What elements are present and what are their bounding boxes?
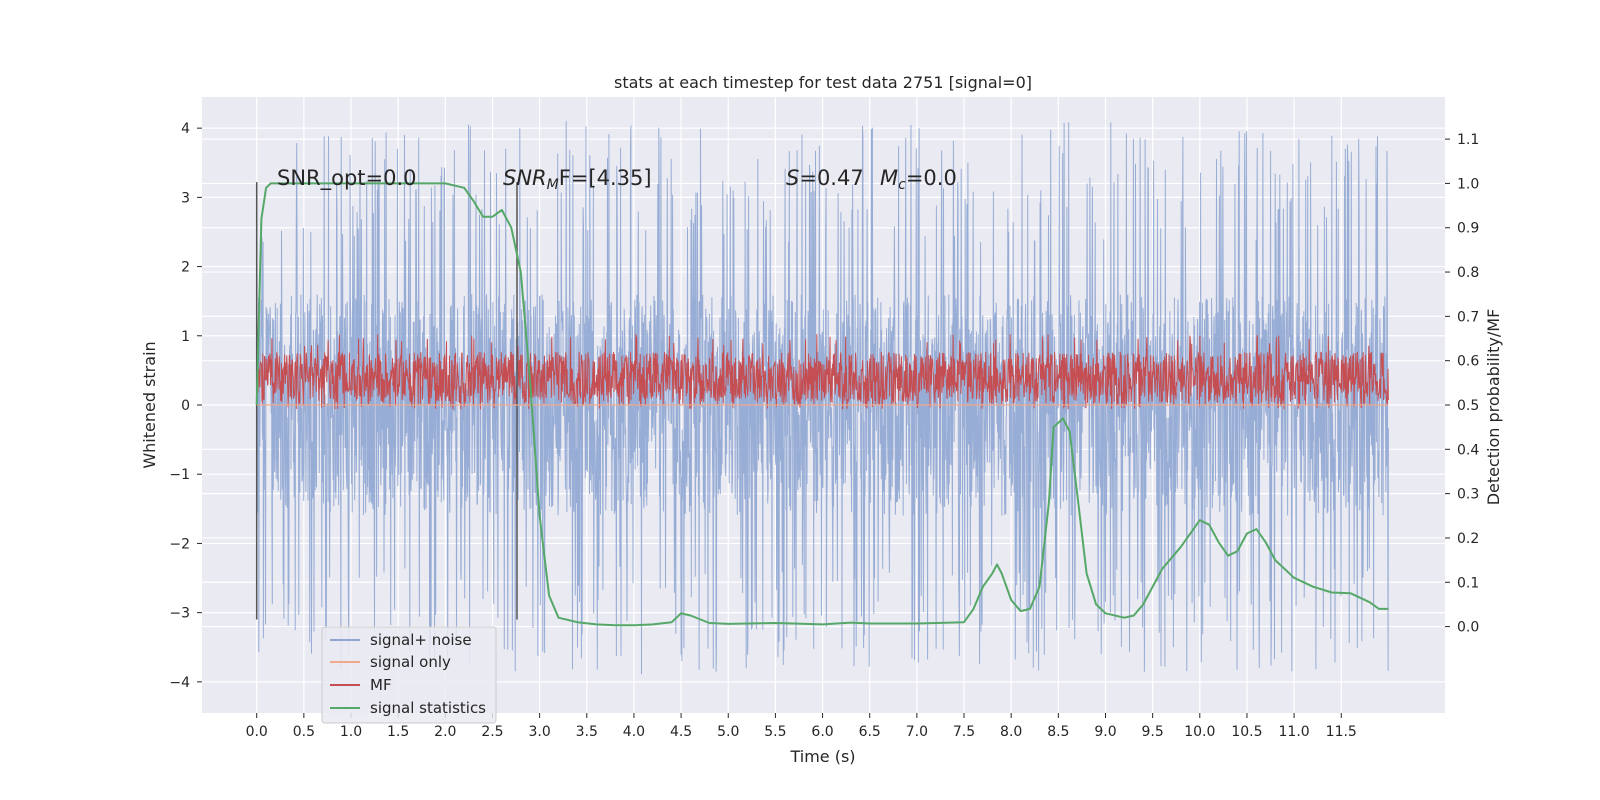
x-tick-label: 7.0 xyxy=(906,724,928,740)
annotation-snr-mf-prefix: SNR xyxy=(503,166,547,190)
annotation-snr-opt: SNR_opt=0.0 xyxy=(277,166,417,191)
y2-tick-label: 0.9 xyxy=(1457,221,1479,237)
y2-tick-label: 1.1 xyxy=(1457,132,1479,148)
x-tick-label: 5.5 xyxy=(764,724,786,740)
y2-tick-label: 0.4 xyxy=(1457,442,1479,458)
y-tick-label: −1 xyxy=(169,467,190,483)
x-tick-label: 9.5 xyxy=(1142,724,1164,740)
y2-tick-label: 0.3 xyxy=(1457,487,1479,503)
y-axis-label: Whitened strain xyxy=(140,341,159,468)
annotation-snr-mf: SNRMF=[4.35] xyxy=(503,166,652,193)
legend-label-signal-noise: signal+ noise xyxy=(370,631,472,649)
legend-label-signal-statistics: signal statistics xyxy=(370,699,486,717)
y2-tick-label: 0.5 xyxy=(1457,398,1479,414)
y2-tick-label: 1.0 xyxy=(1457,176,1479,192)
x-tick-label: 4.5 xyxy=(670,724,692,740)
x-tick-label: 10.5 xyxy=(1231,724,1262,740)
annotation-snr-mf-suffix: F=[4.35] xyxy=(559,166,652,190)
annotation-mc: Mc=0.0 xyxy=(880,166,957,193)
y-tick-label: −4 xyxy=(169,675,190,691)
annotation-mc-sub: c xyxy=(898,177,906,193)
x-tick-label: 7.5 xyxy=(953,724,975,740)
y-tick-label: 3 xyxy=(181,190,190,206)
x-tick-label: 2.5 xyxy=(481,724,503,740)
y2-tick-label: 0.7 xyxy=(1457,309,1479,325)
annotation-s-value: =0.47 xyxy=(799,166,863,190)
y2-axis-label: Detection probability/MF xyxy=(1484,309,1503,506)
x-tick-label: 4.0 xyxy=(623,724,645,740)
y-tick-label: 0 xyxy=(181,398,190,414)
x-tick-label: 3.5 xyxy=(576,724,598,740)
x-tick-label: 1.5 xyxy=(387,724,409,740)
y2-tick-label: 0.6 xyxy=(1457,354,1479,370)
y-ticks: −4 −3 −2 −1 0 1 2 3 4 xyxy=(169,121,202,691)
x-tick-label: 8.0 xyxy=(1000,724,1022,740)
x-tick-label: 0.5 xyxy=(293,724,315,740)
x-tick-label: 11.0 xyxy=(1279,724,1310,740)
x-tick-label: 6.0 xyxy=(811,724,833,740)
annotation-mc-var: M xyxy=(880,166,898,190)
y-tick-label: −3 xyxy=(169,606,190,622)
x-tick-label: 9.0 xyxy=(1094,724,1116,740)
x-tick-label: 2.0 xyxy=(434,724,456,740)
y2-tick-label: 0.2 xyxy=(1457,531,1479,547)
y2-tick-label: 0.8 xyxy=(1457,265,1479,281)
mf-layer xyxy=(256,334,1389,410)
x-tick-label: 10.0 xyxy=(1184,724,1215,740)
x-axis-label: Time (s) xyxy=(789,747,855,766)
annotation-s-var: S xyxy=(786,166,799,190)
x-tick-label: 1.0 xyxy=(340,724,362,740)
x-tick-label: 5.0 xyxy=(717,724,739,740)
y-tick-label: −2 xyxy=(169,536,190,552)
y2-tick-label: 0.0 xyxy=(1457,620,1479,636)
y-tick-label: 4 xyxy=(181,121,190,137)
series-mf xyxy=(256,334,1389,410)
y2-ticks: 0.0 0.1 0.2 0.3 0.4 0.5 0.6 0.7 0.8 0.9 1.0 1.1 xyxy=(1445,132,1479,636)
chart-title: stats at each timestep for test data 275… xyxy=(614,73,1032,92)
x-ticks: 0.0 0.5 1.0 1.5 2.0 2.5 3.0 3.5 4.0 4.5 5.0 5.5 6.0 6… xyxy=(246,713,1357,740)
annotation-snr-mf-sub: M xyxy=(547,177,559,193)
stat-layer xyxy=(255,182,1389,627)
y-tick-label: 1 xyxy=(181,329,190,345)
y-tick-label: 2 xyxy=(181,260,190,276)
y2-tick-label: 0.1 xyxy=(1457,575,1479,591)
x-tick-label: 3.0 xyxy=(528,724,550,740)
x-tick-label: 8.5 xyxy=(1047,724,1069,740)
legend-label-mf: MF xyxy=(370,676,392,694)
legend: signal+ noise signal only MF signal stat… xyxy=(321,626,497,724)
annotation-s: S=0.47 xyxy=(786,166,864,190)
legend-box xyxy=(321,626,497,724)
x-tick-label: 11.5 xyxy=(1326,724,1357,740)
annotation-mc-value: =0.0 xyxy=(906,166,957,190)
legend-label-signal-only: signal only xyxy=(370,653,451,671)
x-tick-label: 0.0 xyxy=(246,724,268,740)
x-tick-label: 6.5 xyxy=(859,724,881,740)
series-signal-statistics xyxy=(255,182,1389,627)
